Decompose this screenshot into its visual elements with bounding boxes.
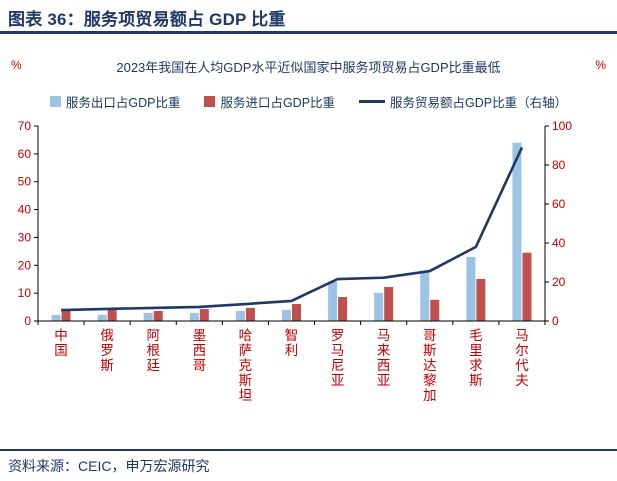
svg-text:40: 40 (18, 203, 32, 217)
chart-plot: 0 10 20 30 40 50 60 70 0 20 40 60 80 100 中国 俄罗斯 阿根廷 墨西哥 哈萨… (18, 119, 573, 403)
svg-text:马尔代夫: 马尔代夫 (515, 328, 529, 388)
svg-text:80: 80 (552, 158, 566, 172)
svg-text:0: 0 (24, 314, 31, 328)
page-title: 图表 36：服务项贸易额占 GDP 比重 (8, 10, 286, 29)
total-line-swatch-icon (359, 100, 386, 103)
right-axis-unit-label: % (595, 58, 606, 72)
svg-text:20: 20 (552, 275, 566, 289)
svg-text:60: 60 (552, 197, 566, 211)
svg-text:20: 20 (18, 258, 32, 272)
svg-text:10: 10 (18, 286, 32, 300)
chart-legend: 服务出口占GDP比重 服务进口占GDP比重 服务贸易额占GDP比重（右轴） (0, 92, 617, 111)
svg-text:60: 60 (18, 147, 32, 161)
legend-label-exports: 服务出口占GDP比重 (65, 96, 181, 110)
svg-text:50: 50 (18, 175, 32, 189)
source-note: 资料来源：CEIC，申万宏源研究 (8, 458, 210, 474)
svg-text:哈萨克斯坦: 哈萨克斯坦 (239, 328, 253, 403)
exports-bar-swatch-icon (49, 96, 61, 107)
svg-text:智利: 智利 (285, 328, 299, 358)
svg-text:俄罗斯: 俄罗斯 (100, 328, 114, 373)
legend-label-imports: 服务进口占GDP比重 (220, 96, 336, 110)
svg-text:100: 100 (552, 119, 572, 133)
svg-text:罗马尼亚: 罗马尼亚 (331, 328, 345, 388)
svg-text:哥斯达黎加: 哥斯达黎加 (423, 328, 437, 403)
legend-item-imports: 服务进口占GDP比重 (204, 92, 335, 111)
svg-text:毛里求斯: 毛里求斯 (469, 328, 483, 388)
chart-subtitle: 2023年我国在人均GDP水平近似国家中服务项贸易占GDP比重最低 (116, 60, 501, 75)
svg-text:马来西亚: 马来西亚 (377, 328, 391, 388)
svg-text:中国: 中国 (54, 328, 68, 358)
legend-label-total: 服务贸易额占GDP比重（右轴） (390, 96, 568, 110)
left-axis-unit-label: % (11, 58, 22, 72)
imports-bar-swatch-icon (204, 96, 216, 107)
legend-item-total: 服务贸易额占GDP比重（右轴） (359, 92, 567, 111)
svg-text:70: 70 (18, 119, 32, 133)
footer-divider (0, 449, 617, 451)
legend-item-exports: 服务出口占GDP比重 (49, 92, 181, 111)
svg-text:0: 0 (552, 314, 559, 328)
svg-text:墨西哥: 墨西哥 (193, 328, 207, 373)
svg-text:阿根廷: 阿根廷 (146, 328, 160, 373)
svg-text:30: 30 (18, 230, 32, 244)
header-divider (0, 31, 617, 34)
svg-text:40: 40 (552, 236, 566, 250)
